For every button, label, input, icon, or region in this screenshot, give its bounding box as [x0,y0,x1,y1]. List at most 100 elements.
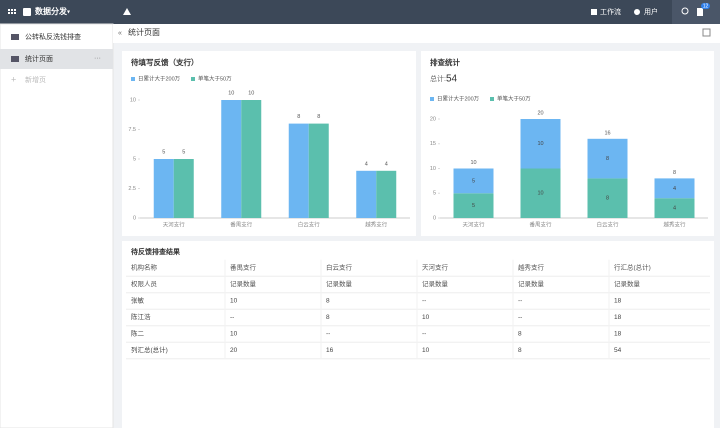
segment-label: 8 [606,196,609,202]
table-cell: 10 [230,298,238,305]
notice-icon[interactable] [697,8,703,16]
apps-icon[interactable] [8,9,16,14]
sidebar-item[interactable]: 统计页面 [25,54,53,63]
chart-title: 排查统计 [430,57,460,67]
bar-segment [520,119,561,169]
table-cell: 18 [614,314,622,321]
table-header-cell: 记录数量 [518,279,545,288]
bar [173,159,194,218]
bar-segment [453,193,494,218]
y-tick-label: 5 [433,191,436,197]
bar-segment [587,178,628,218]
nav-workflow[interactable]: 工作流 [600,7,621,16]
x-tick-label: 天河支行 [462,220,485,228]
total-label: 16 [604,130,610,136]
more-icon[interactable]: ··· [94,55,101,62]
table-cell: 8 [326,314,330,321]
segment-label: 4 [673,206,676,212]
top-bar [0,0,720,24]
search-icon[interactable] [681,7,689,15]
bar-segment [453,168,494,194]
segment-label: 10 [537,141,543,147]
table-cell: -- [422,298,426,305]
add-page[interactable]: 新增页 [25,75,46,84]
bar-segment [520,168,561,218]
table-cell: -- [518,314,522,321]
table-header-cell: 记录数量 [614,279,641,288]
dropdown-caret[interactable]: ▾ [67,10,70,16]
legend-label: 单笔大于50万 [497,94,531,102]
table-cell: 张敏 [131,296,145,305]
x-tick-label: 番禺支行 [230,220,253,228]
y-tick-label: 5 [133,156,136,162]
bar [288,123,309,218]
table-header-cell: 越秀支行 [518,263,545,272]
value-label: 10 [228,90,234,96]
total-label: 总计: [430,74,446,83]
bar [221,100,242,218]
table-cell: 20 [230,347,238,354]
table-cell: 18 [614,331,622,338]
bar [356,170,377,218]
total-label: 20 [537,110,543,116]
segment-label: 5 [472,203,475,209]
segment-label: 8 [606,156,609,162]
fullscreen-icon[interactable] [702,28,711,37]
page-title: 统计页面 [128,27,160,37]
bar [241,100,262,218]
total-label: 10 [470,160,476,166]
sidebar-selected [0,49,113,69]
table-header-cell: 白云支行 [326,263,353,272]
legend-swatch [490,97,494,101]
table-cell: 8 [518,331,522,338]
bar [308,123,329,218]
legend-swatch [191,77,195,81]
table-header-cell: 番禺支行 [230,263,257,272]
sidebar [0,23,114,428]
legend-label: 日累计大于200万 [437,94,480,102]
table-header-cell: 记录数量 [326,279,353,288]
y-tick-label: 2.5 [128,186,136,192]
badge-count: 12 [703,3,709,9]
bar [376,170,397,218]
table-title: 待反馈排查结果 [131,247,180,256]
badge [701,3,710,9]
y-tick-label: 10 [430,166,436,172]
sidebar-item[interactable]: 公转私反洗钱排查 [25,32,81,41]
value-label: 8 [297,114,300,120]
table-cell: 18 [614,298,622,305]
table-cell: -- [518,298,522,305]
tree-icon[interactable] [123,8,131,15]
x-tick-label: 越秀支行 [663,220,686,228]
legend-label: 日累计大于200万 [138,74,181,82]
panel [122,241,714,428]
table-cell: 列汇总(总计) [131,345,168,354]
x-tick-label: 天河支行 [163,220,186,228]
y-tick-label: 15 [430,141,436,147]
workflow-icon [591,9,597,15]
table-cell: -- [326,331,330,338]
nav-user[interactable]: 用户 [644,7,658,16]
table-header-cell: 记录数量 [422,279,449,288]
x-tick-label: 越秀支行 [365,220,388,228]
table-header-cell: 行汇总(总计) [614,263,651,272]
value-label: 8 [317,114,320,120]
user-icon [634,9,640,15]
y-tick-label: 10 [130,97,136,103]
logo [23,8,31,16]
y-tick-label: 7.5 [128,127,136,133]
app-name[interactable]: 数据分发 [35,6,68,16]
table-cell: 54 [614,347,622,354]
total-label: 8 [673,170,676,176]
collapse-icon[interactable]: « [118,30,122,37]
bar-segment [654,198,695,218]
bar [153,159,174,218]
table-cell: 8 [518,347,522,354]
value-label: 4 [365,161,368,167]
add-icon[interactable]: + [11,74,16,84]
value-label: 10 [248,90,254,96]
legend-swatch [131,77,135,81]
table-cell: -- [422,331,426,338]
page-header [113,24,720,43]
